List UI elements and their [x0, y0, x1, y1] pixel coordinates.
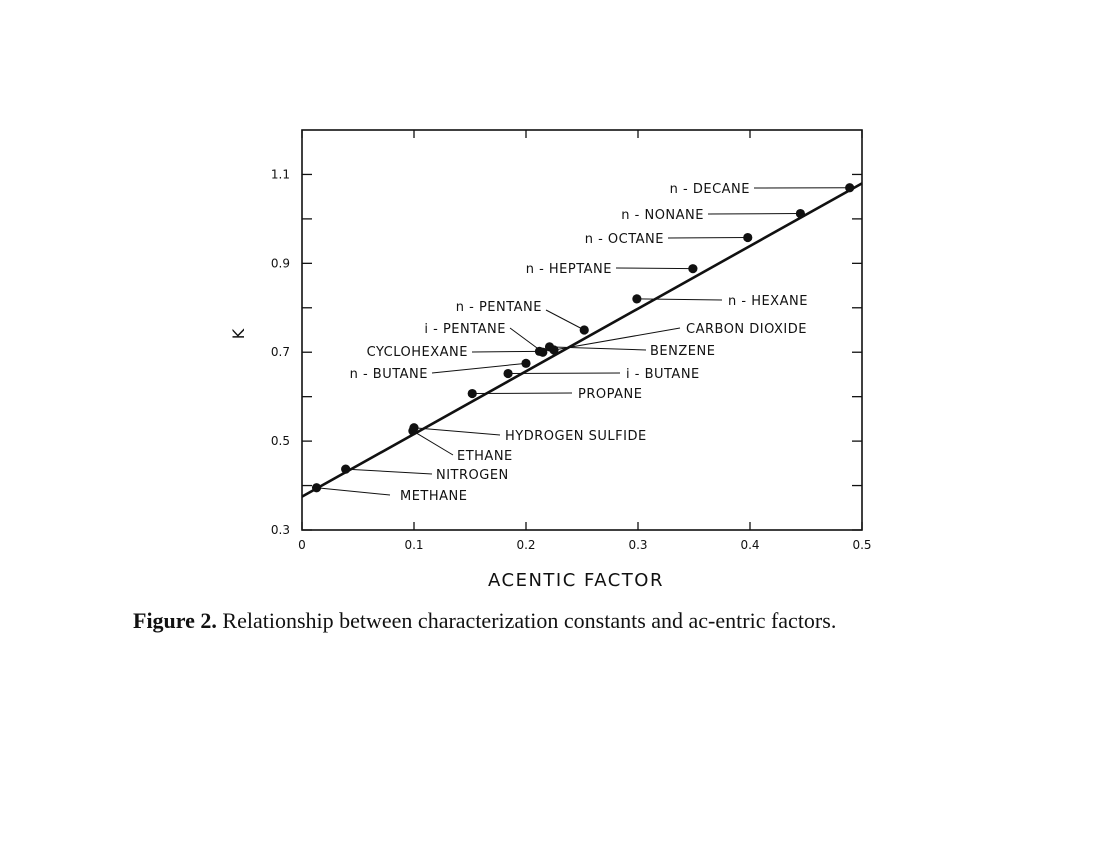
y-tick-label: 0.5 [271, 434, 290, 448]
chart: 0 0.1 0.2 0.3 0.4 0.5 0.3 0.5 0.7 0.9 1.1 METHANE N… [229, 129, 872, 591]
data-point [579, 325, 589, 335]
point-label: METHANE [400, 489, 467, 504]
y-tick-label: 0.9 [271, 256, 290, 270]
regression-line [301, 182, 863, 498]
caption-text: Relationship between characterization co… [216, 608, 837, 633]
x-tick-label: 0.5 [852, 538, 871, 552]
data-point [409, 423, 419, 433]
point-labels: METHANE NITROGEN ETHANE HYDROGEN SULFIDE PRO… [350, 182, 808, 504]
point-label: ETHANE [457, 449, 513, 464]
point-label: HYDROGEN SULFIDE [505, 429, 647, 444]
point-label: n - BUTANE [350, 367, 428, 382]
y-tick-label: 0.3 [271, 523, 290, 537]
y-tick-label: 1.1 [271, 167, 290, 181]
point-label: n - OCTANE [585, 232, 664, 247]
leader-line [549, 346, 647, 351]
point-label: PROPANE [578, 387, 642, 402]
data-point [503, 368, 513, 379]
data-point [743, 232, 753, 243]
point-label: n - NONANE [621, 208, 704, 223]
leader-line [412, 430, 454, 456]
leader-line [316, 487, 391, 496]
x-tick-label: 0.4 [740, 538, 759, 552]
leader-line [345, 468, 433, 475]
x-axis-title: ACENTIC FACTOR [488, 570, 664, 591]
point-label: NITROGEN [436, 468, 509, 483]
point-label: CYCLOHEXANE [367, 345, 468, 360]
y-axis-title: K [229, 328, 248, 339]
data-point [632, 294, 642, 304]
leader-line [553, 327, 681, 351]
leader-line [472, 392, 573, 395]
point-label: CARBON DIOXIDE [686, 322, 807, 337]
plot-border [301, 129, 863, 531]
data-point [688, 264, 698, 274]
y-tick-label: 0.7 [271, 345, 290, 359]
point-label: n - DECANE [670, 182, 750, 197]
leader-line [545, 309, 585, 331]
caption-label: Figure 2. [133, 608, 217, 633]
plot-frame [301, 129, 863, 531]
data-point [521, 358, 531, 368]
fit-line [301, 182, 863, 498]
figure-caption: Figure 2. Relationship between character… [133, 606, 993, 636]
data-points [311, 183, 855, 493]
axis-ticks [301, 130, 863, 531]
data-point [538, 347, 548, 357]
leader-lines [316, 187, 850, 496]
point-label: n - PENTANE [456, 300, 542, 315]
leader-line [615, 267, 693, 270]
tick-labels: 0 0.1 0.2 0.3 0.4 0.5 0.3 0.5 0.7 0.9 1.1 [271, 167, 872, 552]
point-label: i - PENTANE [424, 322, 506, 337]
leader-line [431, 362, 527, 374]
leader-line [471, 350, 540, 353]
leader-line [636, 298, 723, 301]
data-point [549, 345, 559, 355]
data-point [311, 483, 322, 493]
point-label: n - HEPTANE [526, 262, 612, 277]
leader-line [508, 372, 621, 375]
data-point [467, 388, 477, 399]
x-tick-label: 0.2 [516, 538, 535, 552]
leader-line [413, 427, 501, 436]
data-point [845, 183, 855, 193]
x-tick-label: 0.1 [404, 538, 423, 552]
x-tick-label: 0.3 [628, 538, 647, 552]
point-label: BENZENE [650, 344, 715, 359]
point-label: i - BUTANE [626, 367, 700, 382]
data-point [341, 464, 351, 474]
data-point [795, 208, 806, 219]
x-tick-label: 0 [298, 538, 306, 552]
point-label: n - HEXANE [728, 294, 808, 309]
